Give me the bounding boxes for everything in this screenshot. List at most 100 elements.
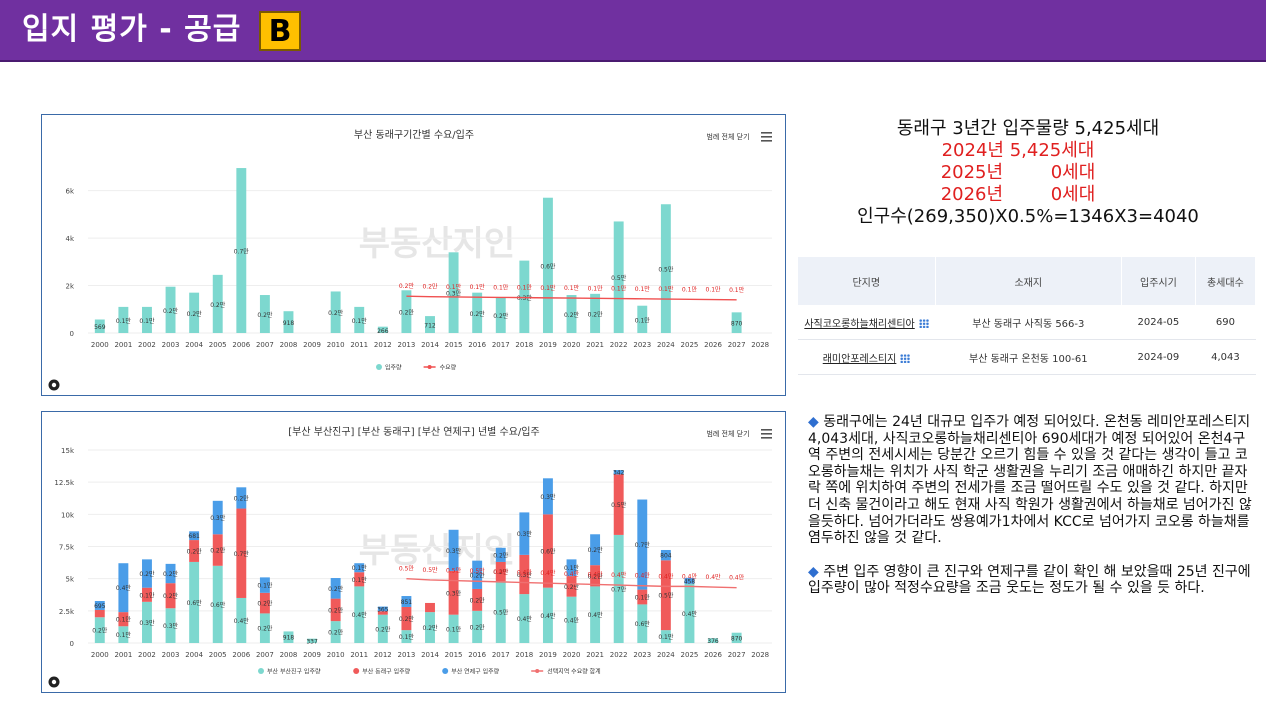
data-label: 851: [401, 599, 413, 606]
bar: [613, 221, 624, 333]
complex-name[interactable]: 사직코오롱하늘채리센티아: [804, 318, 915, 330]
data-label: 0.1만: [635, 316, 651, 324]
units-cell: 690: [1195, 305, 1256, 340]
x-tick-label: 2010: [327, 341, 345, 349]
bar: [660, 204, 671, 333]
data-label: 0.4만: [352, 611, 368, 619]
summary-year: 2026년: [940, 184, 1004, 205]
note-paragraph: ◆ 주변 입주 영향이 큰 진구와 연제구를 같이 확인 해 보았을때 25년 …: [808, 564, 1256, 597]
grid-icon[interactable]: [900, 354, 911, 363]
bar: [330, 598, 341, 622]
y-tick-label: 6k: [65, 188, 74, 196]
summary-value: 5,425세대: [1009, 140, 1095, 161]
grid-icon[interactable]: [918, 319, 929, 328]
line-label: 0.4만: [611, 571, 627, 579]
address-cell: 부산 동래구 온천동 100-61: [935, 339, 1122, 375]
bar: [165, 286, 176, 333]
bar: [189, 292, 200, 333]
data-label: 918: [283, 320, 295, 327]
bar: [259, 295, 270, 333]
legend-item[interactable]: 부산 동래구 입주량: [353, 668, 411, 676]
line-label: 0.2만: [422, 283, 438, 291]
complex-name[interactable]: 래미안포레스티지: [822, 353, 897, 365]
line-label: 0.4만: [658, 572, 674, 580]
col-header-name[interactable]: 단지명: [798, 257, 936, 305]
bar: [212, 565, 223, 643]
y-tick-label: 15k: [61, 447, 75, 455]
line-label: 0.1만: [588, 284, 604, 292]
legend-item[interactable]: 입주량: [376, 364, 402, 372]
line-label: 0.4만: [493, 568, 509, 576]
bar: [142, 306, 152, 333]
bar: [472, 560, 483, 589]
x-tick-label: 2010: [327, 651, 345, 659]
y-tick-label: 12.5k: [54, 479, 75, 487]
x-tick-label: 2000: [91, 651, 109, 659]
summary-value: 0세대: [1050, 162, 1096, 183]
bar: [590, 293, 601, 333]
bar: [637, 604, 648, 643]
data-label: 0.5만: [611, 501, 627, 509]
legend-toggle-button[interactable]: 범례 전체 닫기: [706, 429, 749, 438]
x-tick-label: 2019: [539, 341, 557, 349]
bar: [637, 499, 648, 590]
x-tick-label: 2024: [657, 651, 675, 659]
col-header-units[interactable]: 총세대수: [1195, 257, 1257, 305]
x-tick-label: 2015: [445, 341, 463, 349]
note-paragraph: ◆ 동래구에는 24년 대규모 입주가 예정 되어있다. 온천동 레미안포레스티…: [808, 414, 1256, 547]
data-label: 0.2만: [399, 615, 415, 623]
y-tick-label: 0: [70, 640, 74, 648]
menu-icon[interactable]: [761, 132, 772, 142]
data-label: 918: [283, 635, 295, 642]
bar: [660, 630, 671, 643]
legend-item[interactable]: 부산 연제구 입주량: [442, 668, 500, 676]
x-tick-label: 2011: [350, 341, 368, 349]
bar: [731, 632, 742, 643]
data-label: 0.2만: [493, 568, 509, 576]
x-tick-label: 2011: [350, 651, 368, 659]
data-label: 0.2만: [257, 625, 273, 633]
data-label: 0.2만: [493, 312, 509, 320]
bar: [142, 587, 152, 602]
data-label: 0.2만: [210, 301, 226, 309]
x-tick-label: 2028: [751, 341, 769, 349]
bar: [425, 602, 435, 613]
summary-year: 2025년: [940, 162, 1004, 183]
bar: [613, 474, 624, 535]
menu-icon-bar: [761, 429, 772, 431]
data-label: 0.2만: [257, 311, 273, 319]
bar: [566, 596, 577, 643]
line-label: 0.4만: [635, 572, 651, 580]
line-label: 0.1만: [635, 285, 651, 293]
menu-icon[interactable]: [761, 429, 772, 439]
data-label: 365: [377, 606, 389, 613]
bar: [236, 487, 247, 509]
data-label: 0.2만: [588, 572, 604, 580]
chart-2-svg: [부산 부산진구] [부산 동래구] [부산 연제구] 년별 수요/입주 범례 전…: [48, 425, 772, 688]
bar: [236, 597, 247, 643]
data-label: 0.1만: [635, 594, 651, 602]
data-label: 0.4만: [564, 616, 580, 624]
data-label: 0.2만: [470, 310, 486, 318]
data-label: 0.2만: [588, 546, 604, 554]
legend-toggle-button[interactable]: 범례 전체 닫기: [706, 132, 749, 141]
x-tick-label: 2007: [256, 341, 274, 349]
data-label: 0.5만: [658, 592, 674, 600]
watermark: 부동산지인: [359, 224, 515, 264]
bar: [613, 470, 624, 475]
col-header-address[interactable]: 소재지: [935, 257, 1123, 305]
bar: [330, 621, 341, 643]
col-header-date[interactable]: 입주시기: [1121, 257, 1196, 305]
bar: [401, 290, 412, 333]
legend-item[interactable]: 수요량: [423, 365, 457, 372]
grade-badge: B: [259, 11, 301, 51]
complex-name-cell[interactable]: 사직코오롱하늘채리센티아: [798, 305, 936, 340]
complex-name-cell[interactable]: 래미안포레스티지: [798, 339, 936, 375]
chart-legend: 부산 부산진구 입주량 부산 동래구 입주량 부산 연제구 입주량 선택지역 수요량 …: [258, 668, 601, 676]
legend-item[interactable]: 부산 부산진구 입주량: [258, 668, 321, 676]
legend-item[interactable]: 선택지역 수요량 합계: [531, 668, 601, 676]
legend-swatch: [376, 364, 382, 370]
bar: [330, 578, 341, 599]
line-label: 0.4만: [729, 574, 745, 582]
summary-formula: 인구수(269,350)X0.5%=1346X3=4040: [857, 206, 1199, 227]
